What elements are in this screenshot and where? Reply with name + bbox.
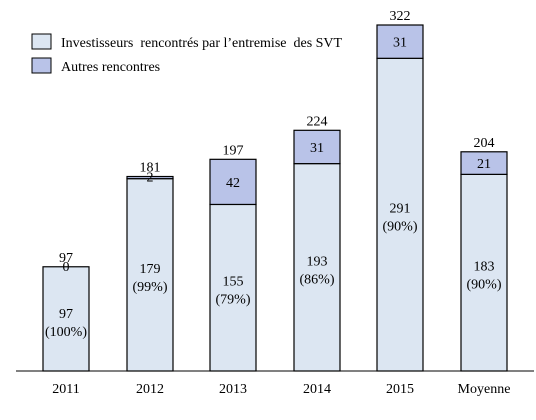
chart-legend: Investisseurs rencontrés par l’entremise… xyxy=(31,33,343,75)
bar-segment-autres xyxy=(376,24,424,59)
data-label-autres: 0 xyxy=(63,260,70,275)
bar-segment-autres xyxy=(126,175,174,180)
data-label-percentage: (100%) xyxy=(45,325,87,340)
data-label-percentage: (79%) xyxy=(216,293,251,308)
data-label-autres: 2 xyxy=(147,171,154,186)
data-label-investisseurs: 291 xyxy=(390,202,411,217)
legend-label-autres: Autres rencontres xyxy=(61,60,160,75)
data-label-total: 204 xyxy=(474,136,495,151)
x-tick-label: 2015 xyxy=(386,382,414,397)
bar-segment-investisseurs xyxy=(209,203,257,372)
bar-segment-autres xyxy=(293,129,341,165)
legend-label-investisseurs: Investisseurs rencontrés par l’entremise… xyxy=(61,36,343,51)
data-label-total: 97 xyxy=(59,251,73,266)
x-tick-label: 2013 xyxy=(219,382,247,397)
data-label-investisseurs: 193 xyxy=(307,254,328,269)
data-label-investisseurs: 97 xyxy=(59,307,73,322)
data-label-percentage: (90%) xyxy=(467,278,502,293)
legend-swatch-autres xyxy=(31,57,52,74)
bar-segment-autres xyxy=(209,158,257,206)
data-label-investisseurs: 155 xyxy=(223,275,244,290)
data-label-autres: 31 xyxy=(310,141,324,156)
x-tick-label: Moyenne xyxy=(458,382,511,397)
data-label-investisseurs: 183 xyxy=(474,260,495,275)
legend-swatch-investisseurs xyxy=(31,33,52,50)
bar-segment-investisseurs xyxy=(42,266,90,372)
data-label-total: 224 xyxy=(307,114,328,129)
data-label-investisseurs: 179 xyxy=(140,262,161,277)
data-label-percentage: (86%) xyxy=(300,272,335,287)
data-label-total: 197 xyxy=(223,143,244,158)
x-tick-label: 2012 xyxy=(136,382,164,397)
data-label-percentage: (99%) xyxy=(133,280,168,295)
x-tick-label: 2011 xyxy=(52,382,79,397)
x-axis-tick-labels: 2011 2012 2013 2014 2015 Moyenne xyxy=(52,382,510,397)
bars-layer: 97(100%)097179(99%)2181155(79%)42197193(… xyxy=(42,9,508,372)
bar-segment-autres xyxy=(460,151,508,175)
data-label-autres: 21 xyxy=(477,157,491,172)
data-label-percentage: (90%) xyxy=(383,220,418,235)
data-label-total: 181 xyxy=(140,161,161,176)
data-label-autres: 42 xyxy=(226,176,240,191)
data-label-total: 322 xyxy=(390,9,411,24)
data-label-autres: 31 xyxy=(393,36,407,51)
x-tick-label: 2014 xyxy=(303,382,331,397)
